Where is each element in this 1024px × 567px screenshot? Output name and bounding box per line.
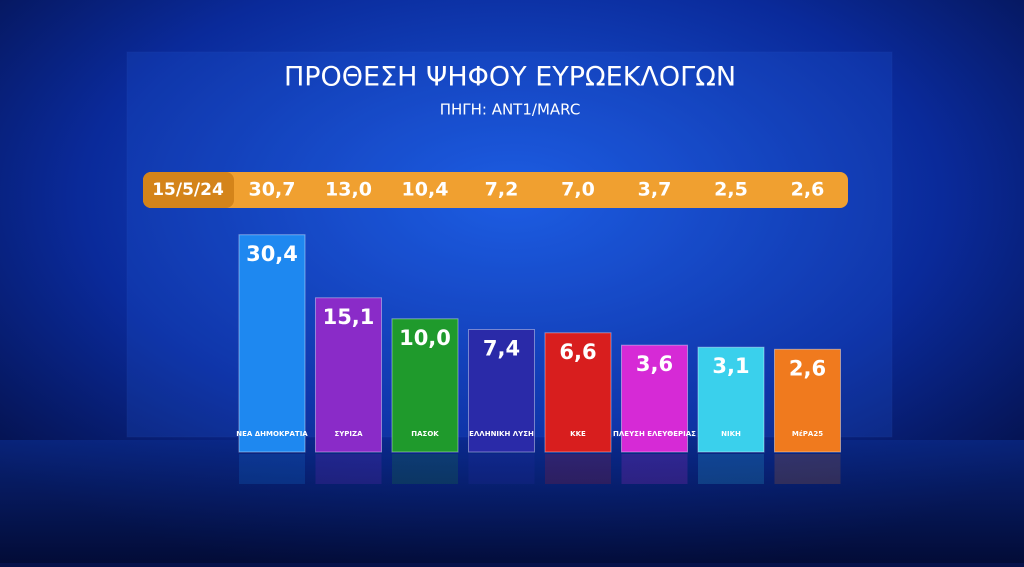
bar-reflection [545,454,611,484]
value-label: 7,4 [483,337,520,361]
previous-row [143,172,848,208]
value-label: 2,6 [789,356,826,380]
date-box [143,172,234,208]
value-label: 15,1 [323,305,375,329]
bar-reflection [698,454,764,484]
previous-value: 3,7 [638,179,672,201]
floor [0,440,1024,563]
bar-reflection [392,454,458,484]
bar-reflection [315,454,382,484]
bar [544,332,612,453]
bar-reflection [239,454,305,484]
party-name: ΝΕΑ ΔΗΜΟΚΡΑΤΙΑ [236,430,308,438]
value-label: 3,6 [636,352,673,376]
value-label: 6,6 [559,340,596,364]
bar [621,344,688,453]
previous-value: 7,2 [485,179,519,201]
previous-value: 2,5 [714,179,748,201]
previous-value: 13,0 [325,179,372,201]
bar [238,234,306,453]
bar [774,348,841,453]
previous-value: 10,4 [402,179,449,201]
chart-subtitle: ΠΗΓΗ: ANT1/MARC [440,101,581,119]
chart-title: ΠΡΟΘΕΣΗ ΨΗΦΟΥ ΕΥΡΩΕΚΛΟΓΩΝ [284,62,736,93]
value-label: 30,4 [246,242,298,266]
value-label: 10,0 [399,326,451,350]
previous-value: 7,0 [561,179,595,201]
party-name: ΣΥΡΙΖΑ [334,430,363,438]
bar-reflection [774,454,841,484]
bar [468,329,535,453]
party-name: ΠΛΕΥΣΗ ΕΛΕΥΘΕΡΙΑΣ [613,430,696,438]
bar-reflection [621,454,688,484]
party-name: ΝΙΚΗ [721,430,741,438]
value-label: 3,1 [712,354,749,378]
previous-value: 2,6 [791,179,825,201]
previous-date: 15/5/24 [152,180,224,200]
bar-reflection [468,454,535,484]
party-name: ΚΚΕ [570,430,586,438]
party-name: ΜέΡΑ25 [792,430,823,438]
previous-value: 30,7 [249,179,296,201]
party-name: ΠΑΣΟΚ [411,430,439,438]
bar [697,346,765,453]
party-name: ΕΛΛΗΝΙΚΗ ΛΥΣΗ [469,430,534,438]
bar [315,297,382,453]
bar [391,318,459,453]
